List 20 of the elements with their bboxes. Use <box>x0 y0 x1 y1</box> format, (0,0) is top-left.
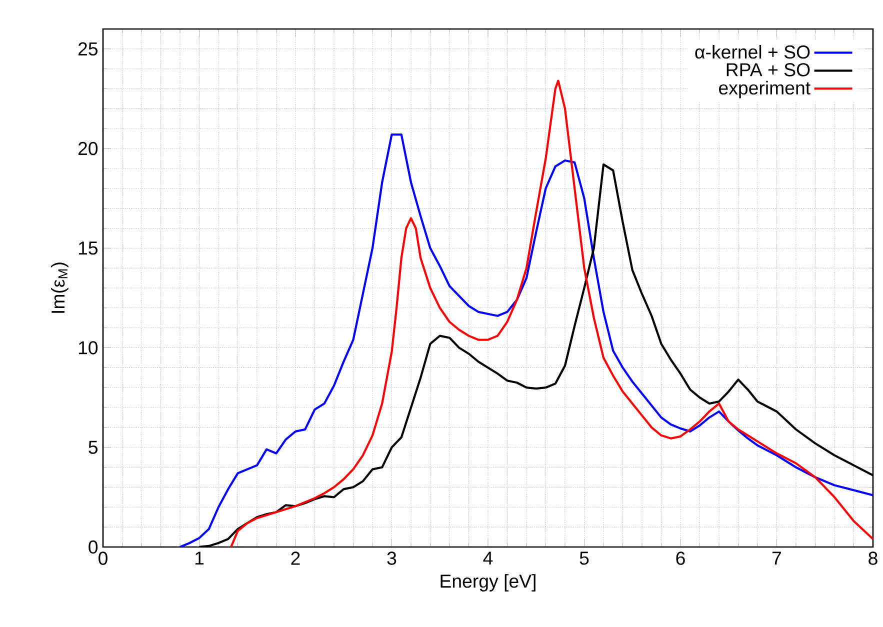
legend-label: α-kernel + SO <box>695 44 810 59</box>
x-tick-label: 8 <box>868 552 878 565</box>
y-tick-label: 15 <box>78 242 98 255</box>
x-tick-label: 5 <box>580 552 589 565</box>
x-tick-label: 6 <box>676 552 685 565</box>
x-tick-label: 7 <box>772 552 781 565</box>
y-tick-label: 0 <box>88 540 98 554</box>
x-tick-label: 4 <box>483 552 493 565</box>
y-axis-title: Im(ε$_{M}$) <box>50 262 68 313</box>
x-tick-label: 2 <box>291 552 300 565</box>
y-tick-label: 25 <box>78 42 98 56</box>
x-axis-title: Energy [eV] <box>440 574 536 592</box>
y-tick-label: 20 <box>78 142 98 156</box>
x-tick-label: 3 <box>387 552 396 565</box>
x-tick-label: 0 <box>98 552 108 565</box>
legend-label: RPA + SO <box>726 63 810 76</box>
legend-label: experiment <box>719 80 810 98</box>
x-tick-label: 1 <box>195 552 204 565</box>
y-tick-label: 10 <box>78 341 98 354</box>
y-tick-label: 5 <box>88 440 98 454</box>
